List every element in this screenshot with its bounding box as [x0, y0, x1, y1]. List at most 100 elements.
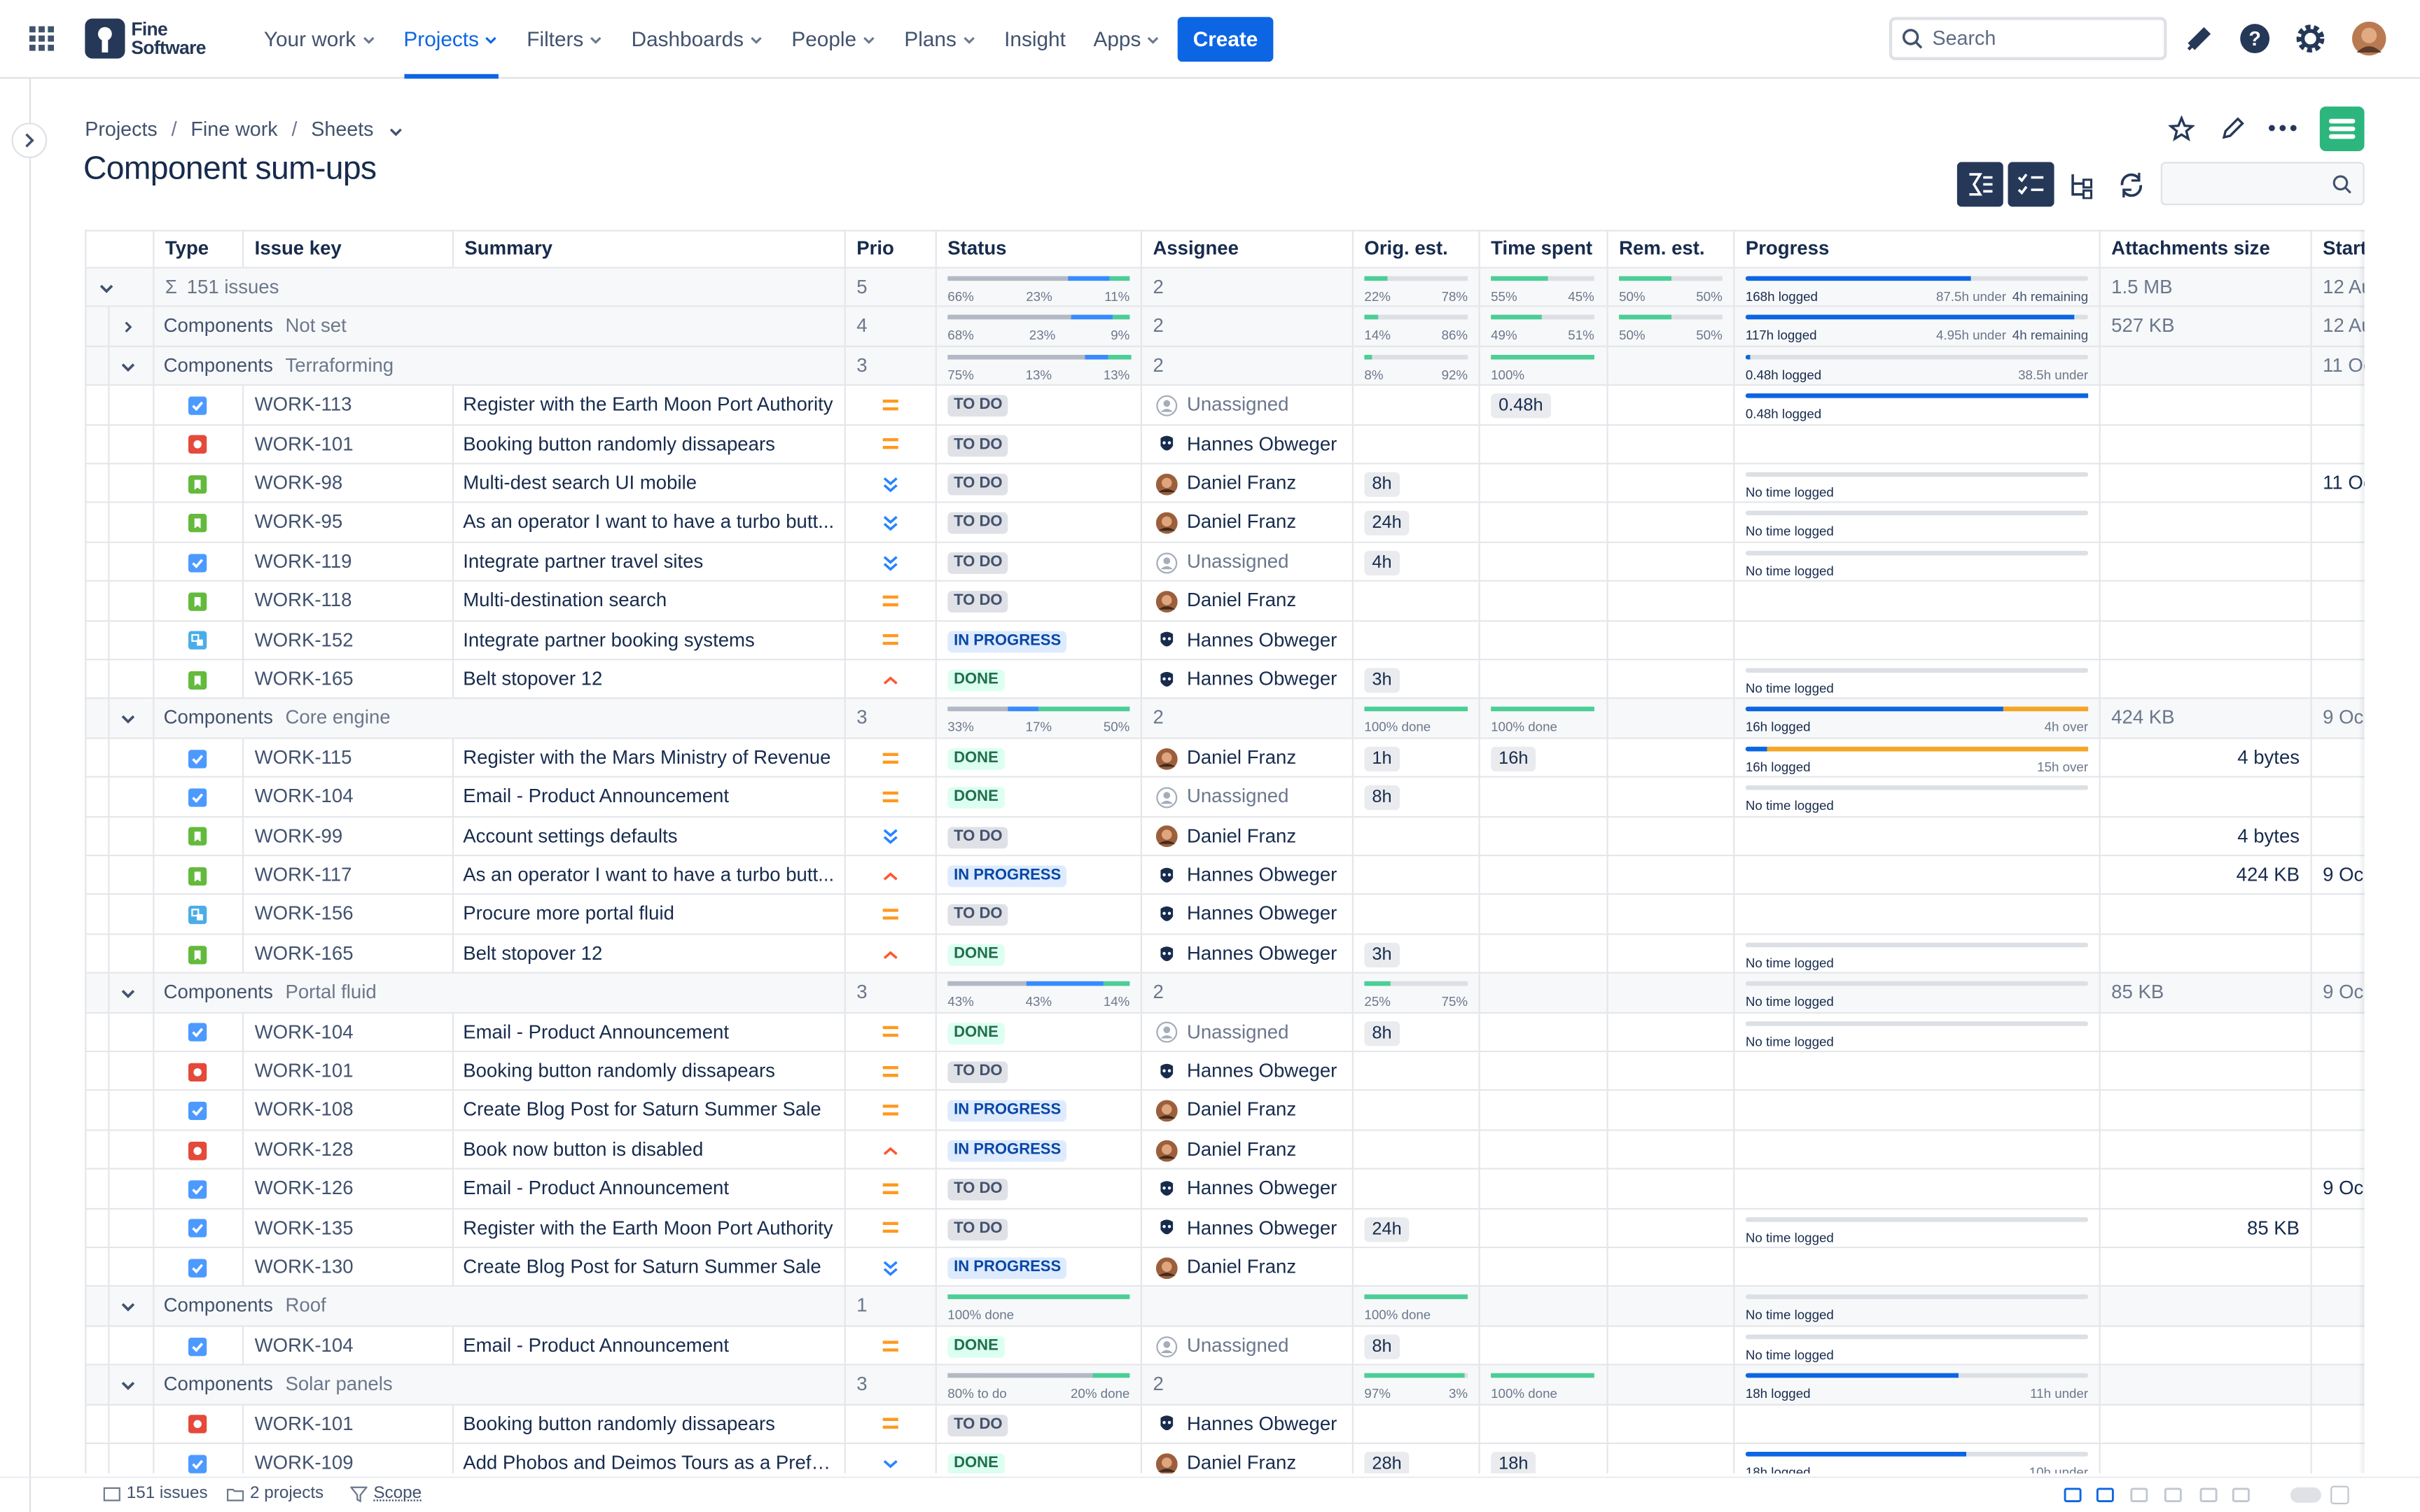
- issue-summary: Multi-destination search: [463, 589, 667, 612]
- icon-shape: [882, 1340, 898, 1351]
- attachments-size: 424 KB: [2236, 864, 2300, 886]
- footer-tool[interactable]: [2232, 1486, 2250, 1504]
- more[interactable]: [2267, 123, 2298, 132]
- nav-item[interactable]: Dashboards: [632, 0, 764, 78]
- issue-key[interactable]: WORK-128: [254, 1138, 354, 1161]
- bar-labels: 100% done: [1364, 1308, 1468, 1323]
- sheets-app-icon[interactable]: [2319, 106, 2365, 151]
- footer-toggle[interactable]: [2290, 1487, 2321, 1503]
- notifications[interactable]: [2185, 24, 2213, 52]
- refresh[interactable]: [2118, 172, 2146, 200]
- expand-toggle[interactable]: [119, 710, 137, 729]
- issue-key[interactable]: WORK-98: [254, 472, 343, 494]
- expand-toggle[interactable]: [119, 1376, 137, 1394]
- create-button[interactable]: Create: [1177, 17, 1274, 62]
- breadcrumb[interactable]: Projects: [85, 117, 158, 141]
- sum-toggle[interactable]: [1956, 162, 2003, 207]
- progress-over: [2002, 707, 2089, 712]
- issue-summary: Email - Product Announcement: [463, 1334, 730, 1356]
- issue-key[interactable]: WORK-130: [254, 1256, 354, 1278]
- footer-tool[interactable]: [2164, 1486, 2182, 1504]
- app-switcher[interactable]: [29, 26, 55, 51]
- grid-line: [2099, 1248, 2101, 1288]
- nav-item[interactable]: Filters: [527, 0, 604, 78]
- issue-key[interactable]: WORK-118: [254, 589, 352, 612]
- table-row: [85, 856, 2365, 896]
- settings[interactable]: [2295, 23, 2325, 54]
- nav-item[interactable]: Your work: [264, 0, 376, 78]
- issue-key[interactable]: WORK-119: [254, 550, 352, 573]
- nav-item[interactable]: People: [791, 0, 876, 78]
- bar-segment: [1109, 276, 1130, 281]
- footer-tool[interactable]: [2096, 1486, 2114, 1504]
- hierarchy[interactable]: [2068, 172, 2094, 200]
- grid-line: [1733, 1405, 1735, 1444]
- grid-line: [1606, 1209, 1608, 1249]
- grid-line: [1478, 1405, 1480, 1444]
- issue-key[interactable]: WORK-101: [254, 1060, 354, 1082]
- issue-key[interactable]: WORK-104: [254, 1334, 354, 1356]
- help[interactable]: ?: [2239, 23, 2270, 54]
- expand-toggle[interactable]: [119, 985, 137, 1003]
- issue-key[interactable]: WORK-113: [254, 393, 352, 416]
- grid-line: [108, 386, 110, 426]
- issue-key[interactable]: WORK-109: [254, 1452, 354, 1474]
- issue-key[interactable]: WORK-156: [254, 903, 354, 925]
- expand-toggle[interactable]: [119, 318, 137, 337]
- grid-line: [452, 660, 454, 700]
- bar-segment: [1491, 276, 1548, 281]
- issue-key[interactable]: WORK-115: [254, 746, 352, 769]
- issue-key[interactable]: WORK-95: [254, 511, 343, 533]
- nav-item[interactable]: Plans: [904, 0, 976, 78]
- user-avatar[interactable]: [2352, 21, 2386, 56]
- assignee-avatar: [1155, 512, 1178, 534]
- icon-shape: [882, 1105, 898, 1116]
- group-name: Core engine: [285, 707, 391, 729]
- footer-item[interactable]: Scope: [373, 1484, 422, 1503]
- table-search[interactable]: [2160, 162, 2365, 206]
- star[interactable]: [2168, 115, 2195, 142]
- icon-shape: [188, 1258, 207, 1278]
- nav-item[interactable]: Apps: [1094, 0, 1161, 78]
- issue-key[interactable]: WORK-99: [254, 825, 343, 847]
- issue-key[interactable]: WORK-165: [254, 942, 354, 965]
- icon-shape: [188, 553, 207, 572]
- edit[interactable]: [2219, 115, 2245, 141]
- issue-key[interactable]: WORK-104: [254, 1021, 354, 1043]
- issue-key[interactable]: WORK-101: [254, 433, 354, 455]
- footer-tool[interactable]: [2199, 1486, 2218, 1504]
- breadcrumb[interactable]: Sheets: [311, 117, 374, 141]
- issue-key[interactable]: WORK-104: [254, 785, 354, 808]
- logo-mark[interactable]: [85, 18, 125, 59]
- nav-item[interactable]: Projects: [403, 0, 499, 79]
- grid-line: [1606, 1248, 1608, 1288]
- issue-key[interactable]: WORK-152: [254, 629, 354, 651]
- grid-line: [935, 503, 937, 543]
- issue-key[interactable]: WORK-101: [254, 1413, 354, 1434]
- checklist-toggle[interactable]: [2008, 162, 2054, 207]
- sum-icon: Σ: [165, 276, 177, 298]
- grid-line: [153, 895, 155, 935]
- issue-key[interactable]: WORK-126: [254, 1177, 354, 1199]
- issue-key[interactable]: WORK-117: [254, 864, 352, 886]
- breadcrumb[interactable]: Fine work: [190, 117, 278, 141]
- grid-line: [1478, 1444, 1480, 1474]
- footer-maximize[interactable]: [2330, 1485, 2349, 1504]
- footer-tool[interactable]: [2130, 1486, 2148, 1504]
- expand-toggle[interactable]: [119, 358, 137, 376]
- issue-key[interactable]: WORK-108: [254, 1099, 354, 1121]
- nav-chevron: [361, 31, 376, 47]
- sidebar-toggle[interactable]: [11, 122, 48, 159]
- expand-toggle[interactable]: [97, 279, 116, 298]
- attachments-size: 85 KB: [2111, 981, 2164, 1004]
- footer-tool[interactable]: [2064, 1486, 2082, 1504]
- grid-line: [844, 582, 846, 622]
- nav-item[interactable]: Insight: [1004, 0, 1066, 78]
- bar-label: 68%: [947, 328, 974, 344]
- expand-toggle[interactable]: [119, 1298, 137, 1316]
- progress-track: [1745, 472, 2089, 477]
- grid-line: [844, 268, 846, 308]
- search-box[interactable]: [1889, 17, 2167, 60]
- issue-key[interactable]: WORK-135: [254, 1217, 354, 1238]
- issue-key[interactable]: WORK-165: [254, 668, 354, 690]
